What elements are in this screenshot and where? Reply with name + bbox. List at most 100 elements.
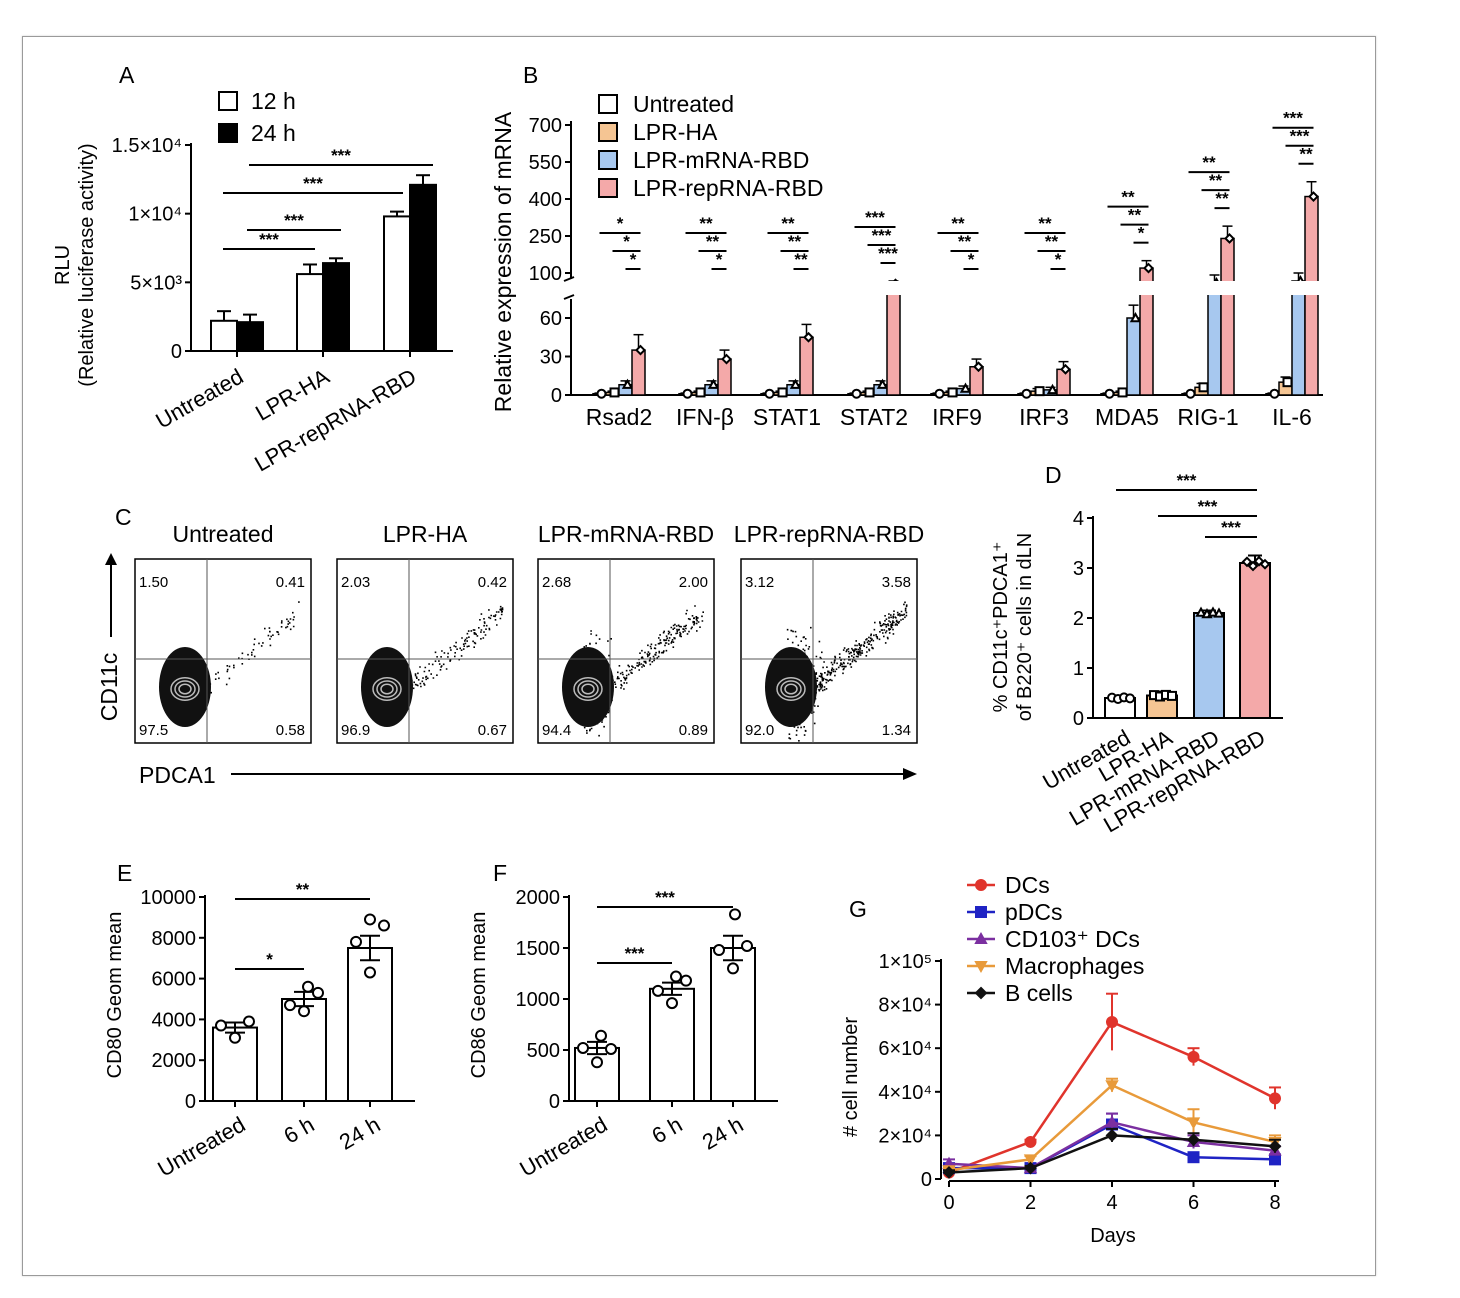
panel-e-point <box>243 1015 255 1028</box>
panel-b-legend-label: LPR-repRNA-RBD <box>633 175 823 201</box>
panel-e-point <box>378 919 390 932</box>
panel-d-bar <box>1193 612 1225 719</box>
panel-a-significance-label: *** <box>259 230 279 249</box>
panel-b-category-label: STAT1 <box>753 404 821 430</box>
panel-c-quadrant-ll: 96.9 <box>341 722 370 739</box>
panel-g-x-tick-label: 2 <box>1025 1192 1036 1214</box>
panel-b-point <box>1060 363 1071 375</box>
panel-f-y-tick-label: 2000 <box>516 887 561 909</box>
panel-letter-e: E <box>117 860 132 886</box>
panel-e-point <box>364 966 376 979</box>
panel-g-legend-marker <box>975 906 987 918</box>
panel-a-bar <box>296 273 324 353</box>
panel-c-quadrant-ll: 97.5 <box>139 722 168 739</box>
panel-d-point <box>1241 556 1253 568</box>
panel-c-density-contour <box>174 680 196 698</box>
panel-c-quadrant-lr: 0.67 <box>478 722 507 739</box>
panel-g-legend-marker <box>974 961 988 974</box>
panel-f-y-tick-label: 1000 <box>516 989 561 1011</box>
panel-c-density-contour <box>376 680 398 698</box>
panel-f-significance-label: *** <box>625 944 645 963</box>
panel-b-legend-label: Untreated <box>633 91 734 117</box>
panel-f-y-tick-label: 1500 <box>516 938 561 960</box>
panel-c-quadrant-ul: 3.12 <box>745 574 774 591</box>
panel-a-legend-swatch <box>218 123 238 143</box>
panel-letter-d: D <box>1045 462 1062 488</box>
panel-b-category-label: IRF9 <box>932 404 982 430</box>
panel-b-break-band <box>1264 281 1320 295</box>
panel-g-y-tick-label: 1×10⁵ <box>879 951 932 973</box>
panel-b-legend-swatch <box>598 150 618 170</box>
panel-c-density-contour <box>573 677 603 701</box>
panel-g-y-tick-label: 8×10⁴ <box>878 995 932 1017</box>
panel-b-point <box>1143 262 1154 274</box>
panel-b-point <box>959 382 972 393</box>
panel-d-point <box>1167 690 1177 701</box>
panel-b-point <box>1198 382 1209 393</box>
panel-c-quadrant-lr: 1.34 <box>882 722 911 739</box>
panel-b-significance-label: * <box>1138 224 1145 243</box>
panel-c-density-contour <box>170 677 200 701</box>
panel-b-break-band <box>1180 281 1236 295</box>
panel-b-point <box>973 361 984 373</box>
panel-d-y-tick-label: 0 <box>1073 708 1084 730</box>
panel-g-legend-marker <box>974 986 988 1000</box>
panel-b-point <box>1185 388 1196 399</box>
panel-f-point <box>713 944 725 957</box>
panel-g-legend-label: Macrophages <box>1005 953 1144 979</box>
panel-b-axis-break <box>563 294 575 300</box>
panel-a-y-tick-label: 0 <box>171 341 182 363</box>
panel-c-plot-frame <box>740 558 918 744</box>
panel-g-legend-label: B cells <box>1005 980 1073 1006</box>
panel-b-point <box>803 331 814 343</box>
panel-f-y-tick-label: 500 <box>527 1040 560 1062</box>
panel-b-significance-label: * <box>630 250 637 269</box>
panel-d-y-tick-label: 1 <box>1073 658 1084 680</box>
panel-g-x-tick-label: 0 <box>943 1192 954 1214</box>
panel-c-density-core <box>765 647 817 727</box>
panel-b-y-tick-label: 100 <box>529 263 562 285</box>
panel-b-point <box>721 353 732 365</box>
panel-c-density-contour <box>372 677 402 701</box>
panel-b-significance-label: ** <box>1128 206 1142 225</box>
panel-b-bar <box>886 283 901 396</box>
panel-b-significance-label: *** <box>865 208 885 227</box>
panel-b-significance-label: * <box>617 214 624 233</box>
panel-b-point <box>876 378 889 389</box>
panel-g-point <box>1187 1050 1200 1063</box>
panel-letter-g: G <box>849 896 867 922</box>
panel-e-point <box>302 980 314 993</box>
panel-a-bar <box>322 262 350 353</box>
panel-g-point <box>1268 1139 1282 1153</box>
panel-b-point <box>695 387 706 398</box>
panel-a-legend-swatch <box>218 91 238 111</box>
panel-d-point <box>1207 606 1219 617</box>
panel-e-y-tick-label: 8000 <box>152 928 197 950</box>
panel-d-ylabel-1: % CD11c⁺PDCA1⁺ <box>990 542 1012 713</box>
panel-d-bar <box>1239 562 1271 719</box>
panel-a-y-tick-label: 5×10³ <box>130 272 182 294</box>
panel-c-density-contour <box>380 683 394 695</box>
panel-c-ylabel: CD11c <box>96 653 122 722</box>
panel-d-point <box>1125 693 1135 704</box>
panel-f-category-label: 6 h <box>648 1112 687 1149</box>
panel-g-point <box>1269 1153 1281 1166</box>
panel-e-significance-label: * <box>266 950 273 969</box>
panel-c-quadrant-lr: 0.89 <box>679 722 708 739</box>
panel-g-point <box>1106 1016 1118 1029</box>
panel-c-plot-frame <box>134 558 312 744</box>
panel-b-point <box>1269 388 1280 399</box>
panel-c-y-arrowhead <box>105 553 117 565</box>
panel-g-xlabel: Days <box>1090 1225 1136 1247</box>
panel-b-significance-label: * <box>968 250 975 269</box>
panel-g-legend-label: DCs <box>1005 872 1050 898</box>
panel-b-significance-label: *** <box>1290 127 1310 146</box>
panel-b-significance-label: ** <box>706 232 720 251</box>
panel-b-point <box>621 378 634 389</box>
panel-a-legend-label: 24 h <box>251 120 296 146</box>
panel-b-y-tick-label: 0 <box>551 385 562 407</box>
panel-g-point <box>1105 1115 1119 1128</box>
panel-b-axis-break <box>563 276 575 282</box>
panel-b-point <box>947 387 958 398</box>
